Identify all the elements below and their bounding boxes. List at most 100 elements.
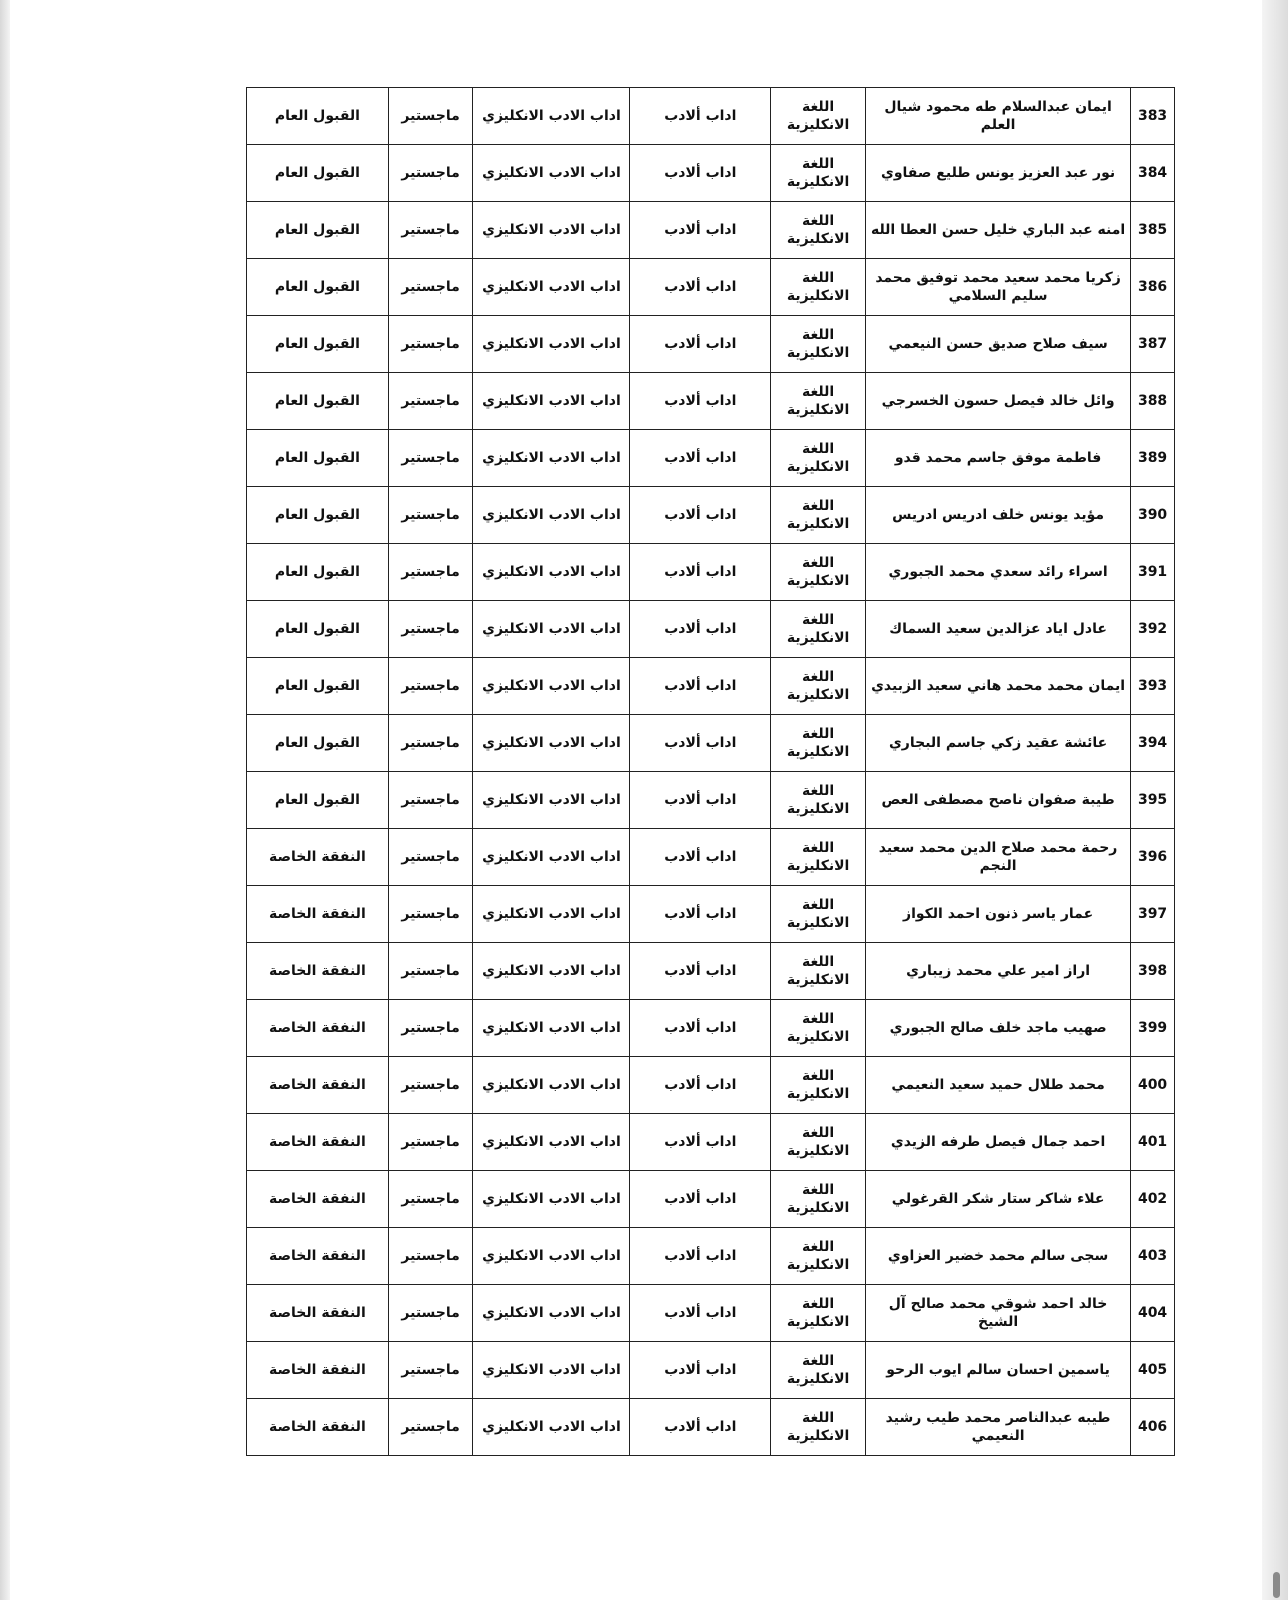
- college-cell: اداب ألادب: [629, 1170, 772, 1228]
- admission-type-cell: النفقة الخاصة: [246, 1056, 389, 1114]
- table-row: 383 ايمان عبدالسلام طه محمود شيال العلم ال…: [246, 87, 1175, 145]
- row-number-cell: 406: [1130, 1398, 1175, 1456]
- degree-cell: ماجستير: [387, 201, 474, 259]
- student-name-cell: نور عبد العزيز يونس طليع صفاوي: [865, 144, 1132, 202]
- specialization-cell: اداب الادب الانكليزي: [472, 828, 631, 886]
- student-name-cell: اراز امير علي محمد زيباري: [865, 942, 1132, 1000]
- admission-type-cell: النفقة الخاصة: [246, 1227, 389, 1285]
- table-row: 402 علاء شاكر ستار شكر القرغولي اللغة الان…: [246, 1170, 1175, 1228]
- degree-cell: ماجستير: [387, 1056, 474, 1114]
- students-table: 383 ايمان عبدالسلام طه محمود شيال العلم ال…: [246, 87, 1175, 1456]
- college-cell: اداب ألادب: [629, 942, 772, 1000]
- student-name-cell: رحمة محمد صلاح الدين محمد سعيد النجم: [865, 828, 1132, 886]
- table-body: 383 ايمان عبدالسلام طه محمود شيال العلم ال…: [246, 87, 1175, 1456]
- specialization-cell: اداب الادب الانكليزي: [472, 1284, 631, 1342]
- specialization-cell: اداب الادب الانكليزي: [472, 1170, 631, 1228]
- department-cell: اللغة الانكليزية: [770, 144, 867, 202]
- row-number-cell: 385: [1130, 201, 1175, 259]
- department-cell: اللغة الانكليزية: [770, 828, 867, 886]
- college-cell: اداب ألادب: [629, 1227, 772, 1285]
- admission-type-cell: النفقة الخاصة: [246, 828, 389, 886]
- degree-cell: ماجستير: [387, 1284, 474, 1342]
- scrollbar-thumb[interactable]: [1273, 1572, 1280, 1598]
- admission-type-cell: النفقة الخاصة: [246, 1341, 389, 1399]
- admission-type-cell: النفقة الخاصة: [246, 942, 389, 1000]
- student-name-cell: محمد طلال حميد سعيد النعيمي: [865, 1056, 1132, 1114]
- table-row: 391 اسراء رائد سعدي محمد الجبوري اللغة الا…: [246, 543, 1175, 601]
- department-cell: اللغة الانكليزية: [770, 258, 867, 316]
- row-number-cell: 387: [1130, 315, 1175, 373]
- row-number-cell: 393: [1130, 657, 1175, 715]
- table-row: 403 سجى سالم محمد خضير العزاوي اللغة الانك…: [246, 1227, 1175, 1285]
- student-name-cell: علاء شاكر ستار شكر القرغولي: [865, 1170, 1132, 1228]
- specialization-cell: اداب الادب الانكليزي: [472, 600, 631, 658]
- table-row: 401 احمد جمال فيصل طرفه الزيدي اللغة الانك…: [246, 1113, 1175, 1171]
- specialization-cell: اداب الادب الانكليزي: [472, 372, 631, 430]
- row-number-cell: 390: [1130, 486, 1175, 544]
- table-row: 400 محمد طلال حميد سعيد النعيمي اللغة الان…: [246, 1056, 1175, 1114]
- department-cell: اللغة الانكليزية: [770, 1227, 867, 1285]
- college-cell: اداب ألادب: [629, 657, 772, 715]
- table-row: 397 عمار ياسر ذنون احمد الكواز اللغة الانك…: [246, 885, 1175, 943]
- row-number-cell: 405: [1130, 1341, 1175, 1399]
- row-number-cell: 392: [1130, 600, 1175, 658]
- specialization-cell: اداب الادب الانكليزي: [472, 258, 631, 316]
- specialization-cell: اداب الادب الانكليزي: [472, 999, 631, 1057]
- degree-cell: ماجستير: [387, 1398, 474, 1456]
- page-edge-left: [0, 0, 10, 1600]
- degree-cell: ماجستير: [387, 543, 474, 601]
- admission-type-cell: القبول العام: [246, 486, 389, 544]
- admission-type-cell: القبول العام: [246, 429, 389, 487]
- student-name-cell: صهيب ماجد خلف صالح الجبوري: [865, 999, 1132, 1057]
- department-cell: اللغة الانكليزية: [770, 999, 867, 1057]
- degree-cell: ماجستير: [387, 1113, 474, 1171]
- table-row: 394 عائشة عقيد زكي جاسم البجاري اللغة الان…: [246, 714, 1175, 772]
- specialization-cell: اداب الادب الانكليزي: [472, 87, 631, 145]
- degree-cell: ماجستير: [387, 600, 474, 658]
- college-cell: اداب ألادب: [629, 201, 772, 259]
- table-row: 406 طيبه عبدالناصر محمد طيب رشيد النعيمي ا…: [246, 1398, 1175, 1456]
- admission-type-cell: القبول العام: [246, 315, 389, 373]
- admission-type-cell: القبول العام: [246, 87, 389, 145]
- student-name-cell: طيبه عبدالناصر محمد طيب رشيد النعيمي: [865, 1398, 1132, 1456]
- student-name-cell: طيبة صفوان ناصح مصطفى العص: [865, 771, 1132, 829]
- college-cell: اداب ألادب: [629, 600, 772, 658]
- department-cell: اللغة الانكليزية: [770, 714, 867, 772]
- table-row: 405 ياسمين احسان سالم ايوب الرحو اللغة الا…: [246, 1341, 1175, 1399]
- table-row: 388 وائل خالد فيصل حسون الخسرجي اللغة الان…: [246, 372, 1175, 430]
- student-name-cell: ايمان عبدالسلام طه محمود شيال العلم: [865, 87, 1132, 145]
- college-cell: اداب ألادب: [629, 1398, 772, 1456]
- table-row: 393 ايمان محمد محمد هاني سعيد الزبيدي اللغ…: [246, 657, 1175, 715]
- student-name-cell: عائشة عقيد زكي جاسم البجاري: [865, 714, 1132, 772]
- table-row: 395 طيبة صفوان ناصح مصطفى العص اللغة الانك…: [246, 771, 1175, 829]
- specialization-cell: اداب الادب الانكليزي: [472, 885, 631, 943]
- admission-type-cell: النفقة الخاصة: [246, 999, 389, 1057]
- degree-cell: ماجستير: [387, 258, 474, 316]
- college-cell: اداب ألادب: [629, 771, 772, 829]
- college-cell: اداب ألادب: [629, 258, 772, 316]
- page-edge-right: [1262, 0, 1288, 1600]
- specialization-cell: اداب الادب الانكليزي: [472, 486, 631, 544]
- student-name-cell: خالد احمد شوقي محمد صالح آل الشيخ: [865, 1284, 1132, 1342]
- row-number-cell: 391: [1130, 543, 1175, 601]
- college-cell: اداب ألادب: [629, 1113, 772, 1171]
- table-row: 384 نور عبد العزيز يونس طليع صفاوي اللغة ا…: [246, 144, 1175, 202]
- admission-type-cell: القبول العام: [246, 657, 389, 715]
- table-row: 399 صهيب ماجد خلف صالح الجبوري اللغة الانك…: [246, 999, 1175, 1057]
- degree-cell: ماجستير: [387, 999, 474, 1057]
- row-number-cell: 386: [1130, 258, 1175, 316]
- degree-cell: ماجستير: [387, 144, 474, 202]
- row-number-cell: 383: [1130, 87, 1175, 145]
- degree-cell: ماجستير: [387, 87, 474, 145]
- admission-type-cell: القبول العام: [246, 372, 389, 430]
- table-row: 387 سيف صلاح صديق حسن النيعمي اللغة الانكل…: [246, 315, 1175, 373]
- specialization-cell: اداب الادب الانكليزي: [472, 429, 631, 487]
- department-cell: اللغة الانكليزية: [770, 429, 867, 487]
- college-cell: اداب ألادب: [629, 885, 772, 943]
- college-cell: اداب ألادب: [629, 1284, 772, 1342]
- specialization-cell: اداب الادب الانكليزي: [472, 1056, 631, 1114]
- student-name-cell: وائل خالد فيصل حسون الخسرجي: [865, 372, 1132, 430]
- specialization-cell: اداب الادب الانكليزي: [472, 543, 631, 601]
- table-row: 404 خالد احمد شوقي محمد صالح آل الشيخ اللغ…: [246, 1284, 1175, 1342]
- student-name-cell: عادل اياد عزالدين سعيد السماك: [865, 600, 1132, 658]
